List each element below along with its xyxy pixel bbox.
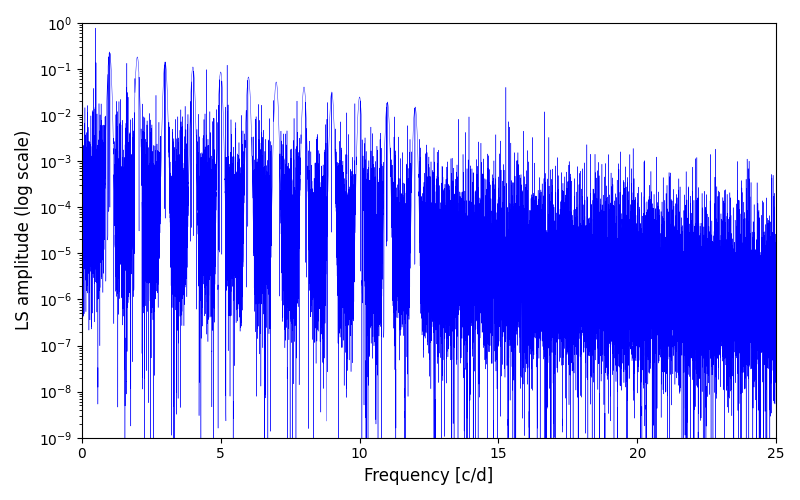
Y-axis label: LS amplitude (log scale): LS amplitude (log scale) [15, 130, 33, 330]
X-axis label: Frequency [c/d]: Frequency [c/d] [364, 467, 494, 485]
